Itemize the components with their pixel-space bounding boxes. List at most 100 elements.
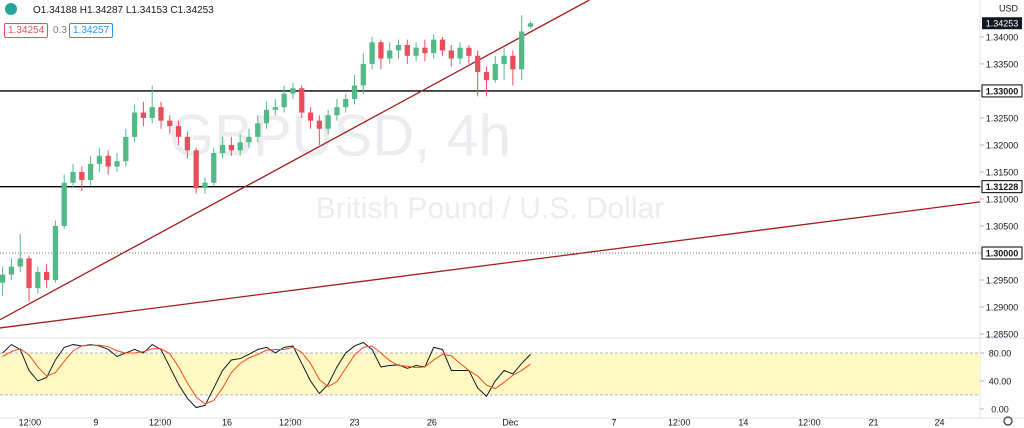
candle-body — [105, 155, 111, 167]
candle-body — [219, 144, 226, 154]
candle-body — [422, 47, 428, 54]
candle-body — [351, 85, 358, 100]
x-tick-label: Dec — [502, 417, 519, 427]
watermark-description: British Pound / U.S. Dollar — [316, 192, 664, 225]
candle-body — [255, 123, 261, 137]
candle-body — [448, 50, 454, 59]
candle-body — [395, 45, 402, 51]
candle-body — [43, 271, 50, 281]
x-tick-label: 12:00 — [149, 417, 172, 427]
candle-body — [299, 88, 305, 113]
settings-button[interactable] — [1003, 416, 1013, 426]
x-tick-label: 23 — [350, 417, 360, 427]
candle-body — [211, 153, 217, 183]
candle-body — [263, 109, 270, 124]
candle-body — [202, 182, 208, 189]
candle-body — [87, 163, 94, 181]
buy-price[interactable]: 1.34257 — [69, 23, 114, 38]
candle-body — [290, 88, 296, 94]
spread: 0.3 — [53, 25, 67, 36]
y-tick-label: 0.00 — [991, 404, 1009, 414]
x-tick-label: 12:00 — [279, 417, 302, 427]
sell-price[interactable]: 1.34254 — [4, 23, 49, 38]
x-tick-label: 16 — [222, 417, 232, 427]
candle-body — [343, 99, 349, 108]
candle-body — [158, 107, 164, 121]
candle-body — [387, 50, 393, 59]
level-label-box — [981, 84, 1023, 98]
y-tick-label: 1.30500 — [986, 221, 1019, 231]
candle-body — [131, 112, 138, 137]
candle-body — [431, 39, 437, 54]
candle-body — [8, 266, 15, 275]
x-tick-label: 12:00 — [798, 417, 821, 427]
y-tick-label: 1.32000 — [986, 140, 1019, 150]
level-label-box — [981, 180, 1023, 194]
stochastic-line — [2, 341, 531, 409]
candle-body — [193, 150, 199, 189]
candle-body — [360, 63, 366, 86]
candle-body — [378, 42, 384, 59]
candle-body — [519, 31, 525, 70]
last-price-box — [982, 17, 1022, 30]
candle-body — [96, 155, 103, 164]
ohlc-legend: O1.34188 H1.34287 L1.34153 C1.34253 — [33, 5, 214, 16]
candle-body — [272, 107, 278, 110]
y-tick-label: 80.00 — [989, 348, 1012, 358]
candle-body — [61, 182, 67, 226]
candle-body — [307, 112, 314, 121]
y-tick-label: 1.33000 — [986, 86, 1019, 96]
x-tick-label: 7 — [612, 417, 617, 427]
candle-body — [70, 171, 76, 183]
low-label: L1.34153 — [125, 5, 168, 16]
candle-body — [0, 274, 6, 283]
y-tick-label: 1.30000 — [986, 248, 1019, 258]
candle-body — [114, 161, 120, 167]
level-label-box — [981, 246, 1023, 260]
candle-body — [228, 144, 235, 151]
icon — [5, 3, 17, 15]
candle-body — [404, 45, 410, 56]
x-tick-label: 24 — [935, 417, 945, 427]
currency-label: USD — [999, 3, 1019, 13]
candle-body — [334, 107, 340, 116]
candle-body — [149, 107, 155, 118]
band-fill — [0, 352, 980, 395]
close-label: C1.34253 — [170, 5, 214, 16]
candle-body — [237, 142, 243, 151]
y-tick-label: 1.32500 — [986, 113, 1019, 123]
last-price-label: 1.34253 — [986, 19, 1019, 29]
candle-body — [17, 258, 23, 267]
candle-body — [457, 47, 463, 59]
candle-body — [140, 112, 147, 118]
candle-body — [175, 126, 182, 137]
candle-body — [246, 136, 252, 143]
y-tick-label: 1.31000 — [986, 194, 1019, 204]
y-tick-label: 1.28500 — [986, 329, 1019, 339]
y-tick-label: 1.31500 — [986, 167, 1019, 177]
candle-body — [483, 72, 490, 81]
candle-body — [466, 47, 472, 56]
y-tick-label: 1.29000 — [986, 302, 1019, 312]
trend-line — [0, 201, 981, 329]
x-tick-label: 26 — [427, 417, 437, 427]
candle-body — [52, 225, 59, 281]
candle-body — [316, 120, 322, 129]
candle-body — [35, 271, 41, 289]
candle-body — [527, 23, 534, 27]
candle-body — [123, 136, 129, 162]
candle-body — [413, 47, 419, 56]
candle-body — [325, 115, 331, 129]
candle-body — [369, 42, 375, 64]
candle-body — [79, 171, 85, 181]
open-label: O1.34188 — [33, 5, 77, 16]
x-tick-label: 14 — [738, 417, 748, 427]
y-tick-label: 1.33500 — [986, 59, 1019, 69]
trend-line — [0, 0, 590, 321]
high-label: H1.34287 — [79, 5, 124, 16]
candle-body — [184, 136, 191, 151]
y-tick-label: 1.34000 — [986, 32, 1019, 42]
symbol-icon — [4, 2, 18, 19]
x-tick-label: 12:00 — [668, 417, 691, 427]
